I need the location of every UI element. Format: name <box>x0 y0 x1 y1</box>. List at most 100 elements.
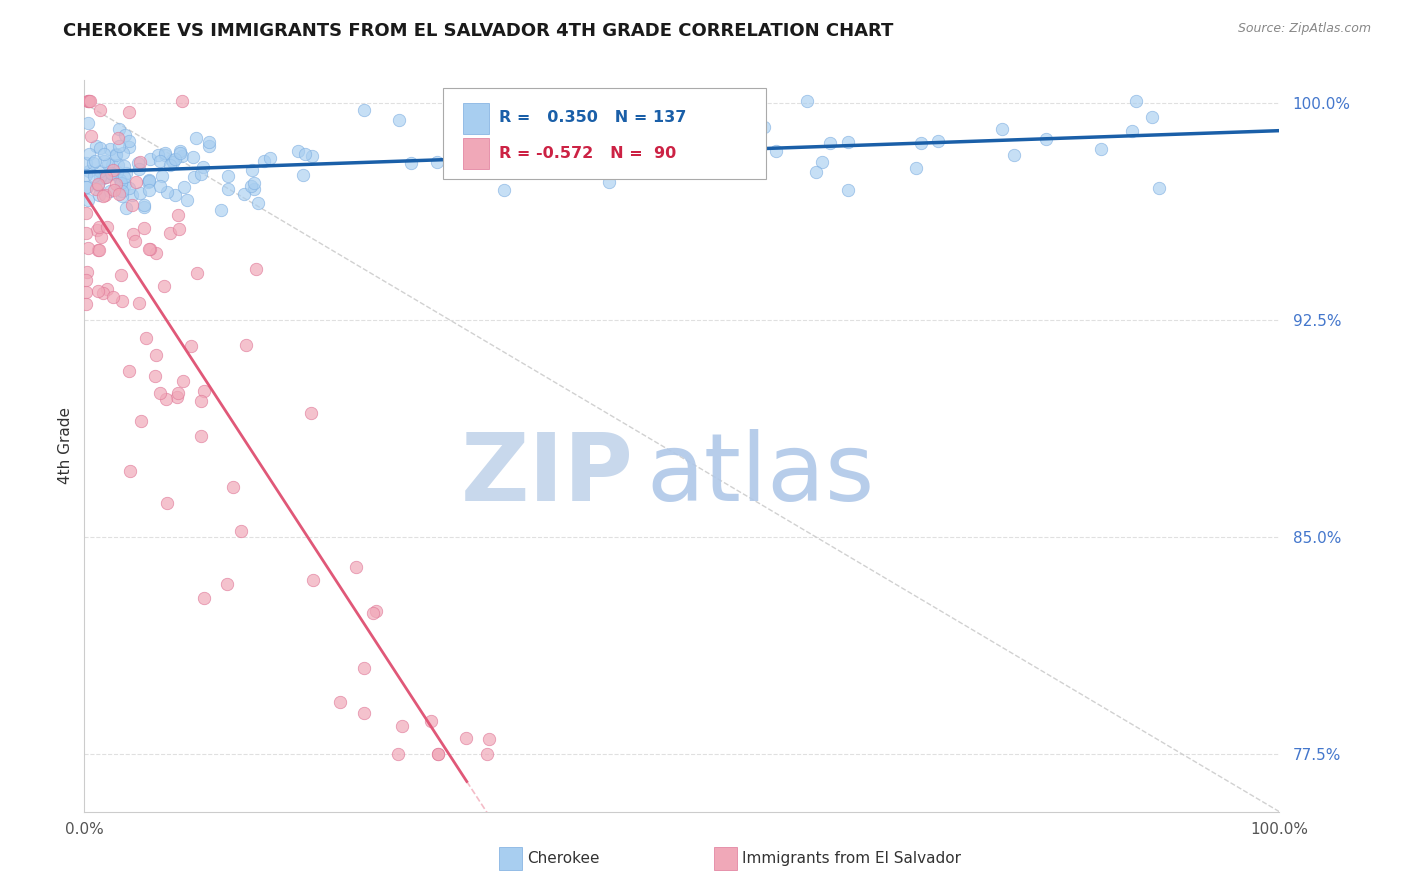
Point <box>217 169 239 184</box>
Point <box>110 268 132 282</box>
Point <box>1002 148 1025 162</box>
Point <box>127 156 149 170</box>
Point <box>75 285 97 299</box>
Point <box>160 153 183 167</box>
Point <box>711 145 734 160</box>
Point <box>593 160 616 174</box>
Point <box>84 153 107 168</box>
Point <box>76 116 98 130</box>
Point <box>94 169 117 184</box>
Point <box>98 142 121 156</box>
Point <box>111 146 134 161</box>
Point <box>94 188 117 202</box>
Point <box>104 178 127 192</box>
Point <box>215 576 238 591</box>
Point <box>120 464 142 478</box>
Point <box>121 188 143 202</box>
Point <box>747 145 769 160</box>
Point <box>172 374 194 388</box>
Text: R =   0.350   N = 137: R = 0.350 N = 137 <box>499 110 686 125</box>
Point <box>89 141 111 155</box>
Point <box>240 178 263 193</box>
Point <box>86 223 108 237</box>
Point <box>87 284 110 298</box>
Point <box>167 222 190 236</box>
Point <box>100 184 122 198</box>
Point <box>111 293 134 308</box>
Point <box>77 147 100 161</box>
Point <box>233 186 256 201</box>
Point <box>578 142 600 156</box>
Point <box>184 130 207 145</box>
Point <box>426 155 449 169</box>
Point <box>121 198 143 212</box>
Point <box>837 183 859 197</box>
FancyBboxPatch shape <box>443 87 766 179</box>
Point <box>391 719 413 733</box>
Point <box>87 220 110 235</box>
Point <box>103 163 125 178</box>
Point <box>477 747 499 761</box>
Point <box>209 203 232 218</box>
Point <box>353 103 375 118</box>
Point <box>447 147 470 161</box>
Point <box>149 386 172 401</box>
Point <box>927 134 949 148</box>
Point <box>163 187 186 202</box>
Point <box>503 126 526 140</box>
Point <box>91 189 114 203</box>
Point <box>132 198 155 212</box>
Point <box>193 384 215 398</box>
Point <box>83 169 105 184</box>
Point <box>138 183 160 197</box>
Point <box>420 714 443 728</box>
Point <box>87 187 110 202</box>
Point <box>818 136 841 151</box>
Point <box>100 166 122 180</box>
Point <box>811 154 834 169</box>
Point <box>190 393 212 408</box>
Point <box>75 156 97 170</box>
Point <box>162 155 184 169</box>
Point <box>132 221 155 235</box>
Point <box>75 168 97 182</box>
Point <box>765 145 787 159</box>
Point <box>110 177 132 191</box>
Point <box>155 148 177 162</box>
Point <box>193 161 215 175</box>
Point <box>302 573 325 587</box>
Point <box>235 338 257 352</box>
Point <box>145 246 167 260</box>
Point <box>1090 142 1112 156</box>
Point <box>387 747 409 761</box>
Point <box>454 731 477 746</box>
Point <box>96 282 118 296</box>
Point <box>259 151 281 165</box>
Point <box>1035 131 1057 145</box>
Point <box>145 347 167 361</box>
Point <box>128 296 150 310</box>
Point <box>301 149 323 163</box>
Point <box>329 695 352 709</box>
Point <box>752 120 775 134</box>
Point <box>105 164 128 178</box>
Point <box>108 121 131 136</box>
Point <box>139 153 162 167</box>
Point <box>93 147 115 161</box>
Point <box>1121 123 1143 137</box>
Point <box>388 113 411 128</box>
Text: ZIP: ZIP <box>461 429 634 521</box>
Point <box>804 164 827 178</box>
Point <box>159 226 181 240</box>
Point <box>198 136 221 150</box>
Point <box>108 138 131 153</box>
Point <box>89 103 111 117</box>
Point <box>112 159 135 173</box>
Point <box>170 149 193 163</box>
Point <box>75 226 97 240</box>
Point <box>96 219 118 234</box>
Point <box>110 184 132 198</box>
Point <box>75 273 97 287</box>
Point <box>156 185 179 199</box>
Point <box>689 108 711 122</box>
